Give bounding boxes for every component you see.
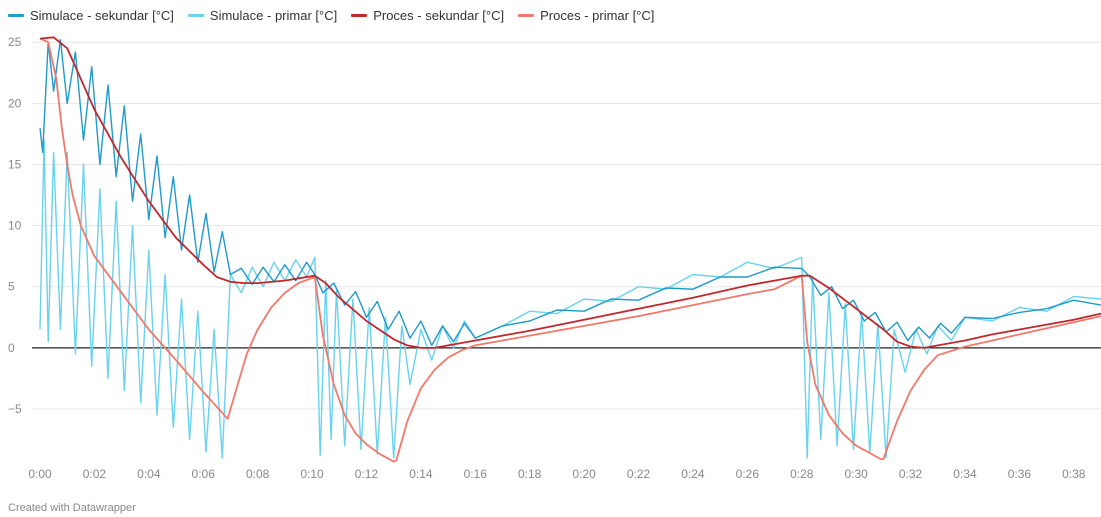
legend-swatch <box>518 14 535 17</box>
x-tick-label: 0:04 <box>137 467 161 481</box>
x-tick-label: 0:02 <box>83 467 107 481</box>
legend-item-proces-primar: Proces - primar [°C] <box>518 8 654 23</box>
x-tick-label: 0:20 <box>572 467 596 481</box>
x-tick-label: 0:26 <box>736 467 760 481</box>
series-line <box>39 139 1101 459</box>
legend-label: Simulace - sekundar [°C] <box>30 8 174 23</box>
x-tick-label: 0:24 <box>681 467 705 481</box>
series-line <box>39 37 1101 463</box>
legend-label: Proces - primar [°C] <box>540 8 655 23</box>
x-tick-label: 0:08 <box>246 467 270 481</box>
y-tick-label: 10 <box>8 219 22 233</box>
x-tick-label: 0:06 <box>192 467 216 481</box>
legend-swatch <box>187 14 204 17</box>
x-tick-label: 0:30 <box>844 467 868 481</box>
y-tick-label: 15 <box>8 157 22 171</box>
y-tick-label: 5 <box>8 280 15 294</box>
legend-label: Proces - sekundar [°C] <box>373 8 505 23</box>
legend-item-simulace-primar: Simulace - primar [°C] <box>187 8 338 23</box>
x-tick-label: 0:36 <box>1008 467 1032 481</box>
x-tick-label: 0:10 <box>300 467 324 481</box>
x-tick-label: 0:18 <box>518 467 542 481</box>
series-line <box>39 39 1101 347</box>
y-tick-label: 20 <box>8 96 22 110</box>
line-chart: −5 0 5 10 15 20 25 0:00 0:02 0:04 0:06 0:08 0:10 0:12… <box>8 35 1101 481</box>
legend-swatch <box>8 14 24 17</box>
y-tick-label: −5 <box>8 402 22 416</box>
datawrapper-credit: Created with Datawrapper <box>8 502 136 514</box>
x-tick-label: 0:16 <box>464 467 488 481</box>
chart-legend: Simulace - sekundar [°C] Simulace - prim… <box>8 8 654 23</box>
legend-item-simulace-sekundar: Simulace - sekundar [°C] <box>8 8 174 23</box>
x-tick-label: 0:38 <box>1062 467 1086 481</box>
legend-label: Simulace - primar [°C] <box>209 8 338 23</box>
y-tick-label: 25 <box>8 35 22 49</box>
y-tick-label: 0 <box>8 341 15 355</box>
x-tick-label: 0:14 <box>409 467 433 481</box>
x-tick-label: 0:32 <box>899 467 923 481</box>
x-tick-label: 0:12 <box>355 467 379 481</box>
x-tick-label: 0:00 <box>28 467 52 481</box>
x-tick-label: 0:22 <box>627 467 651 481</box>
legend-item-proces-sekundar: Proces - sekundar [°C] <box>351 8 504 23</box>
x-tick-label: 0:28 <box>790 467 814 481</box>
legend-swatch <box>351 14 368 17</box>
series-line <box>39 36 1101 349</box>
x-tick-label: 0:34 <box>953 467 977 481</box>
